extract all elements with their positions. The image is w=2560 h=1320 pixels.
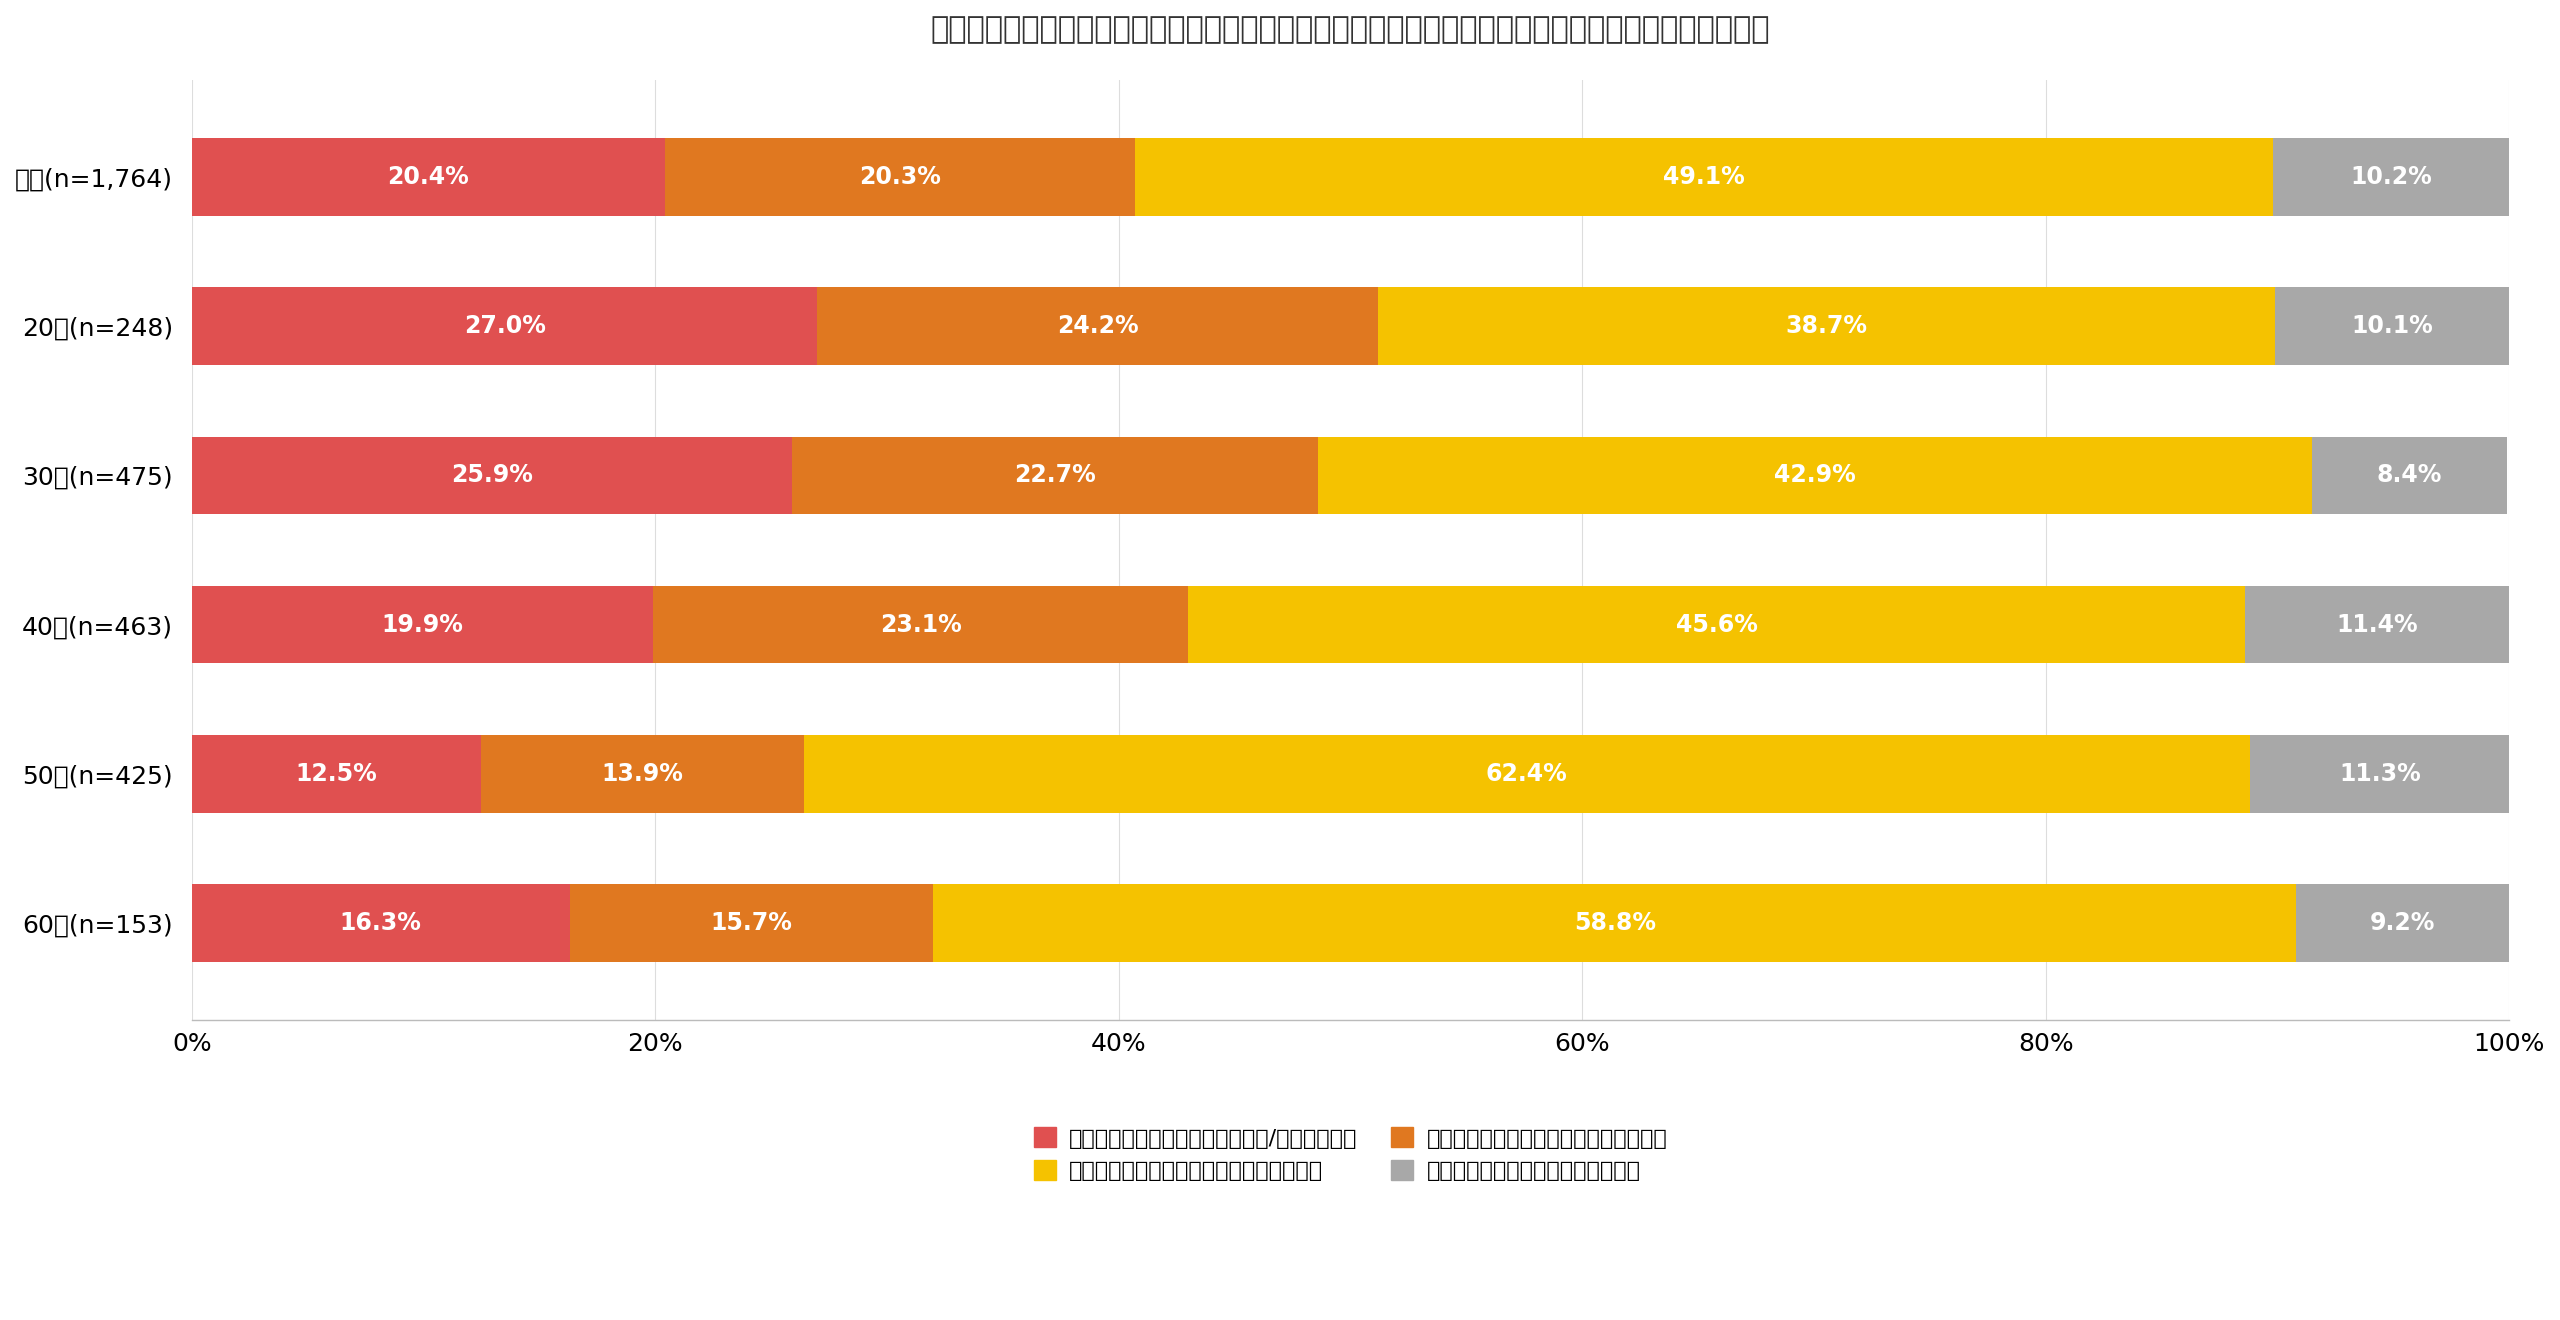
Bar [2296, 884, 2509, 962]
Title: 入居前から部屋に家具・家電が備え付けられている「家具・家電付きの賃貸物件」を知っていますか？: 入居前から部屋に家具・家電が備え付けられている「家具・家電付きの賃貸物件」を知っ… [932, 15, 1772, 44]
Bar [653, 586, 1188, 664]
Text: 20.3%: 20.3% [858, 165, 940, 189]
Text: 62.4%: 62.4% [1485, 762, 1567, 785]
Text: 11.3%: 11.3% [2340, 762, 2422, 785]
Bar [192, 884, 568, 962]
Bar [666, 137, 1134, 215]
Bar [2245, 586, 2509, 664]
Bar [192, 288, 817, 364]
Text: 10.1%: 10.1% [2353, 314, 2432, 338]
Bar [1134, 137, 2273, 215]
Text: 16.3%: 16.3% [340, 911, 422, 936]
Text: 45.6%: 45.6% [1677, 612, 1759, 636]
Text: 20.4%: 20.4% [387, 165, 468, 189]
Text: 25.9%: 25.9% [451, 463, 532, 487]
Text: 9.2%: 9.2% [2371, 911, 2435, 936]
Bar [1188, 586, 2245, 664]
Bar [817, 288, 1377, 364]
Bar [2250, 735, 2511, 813]
Text: 8.4%: 8.4% [2378, 463, 2442, 487]
Text: 49.1%: 49.1% [1664, 165, 1746, 189]
Bar [481, 735, 804, 813]
Text: 11.4%: 11.4% [2337, 612, 2419, 636]
Text: 10.2%: 10.2% [2350, 165, 2432, 189]
Bar [192, 437, 791, 515]
Text: 19.9%: 19.9% [381, 612, 463, 636]
Bar [804, 735, 2250, 813]
Bar [192, 735, 481, 813]
Bar [2276, 288, 2509, 364]
Bar [1377, 288, 2276, 364]
Text: 13.9%: 13.9% [602, 762, 684, 785]
Text: 58.8%: 58.8% [1574, 911, 1656, 936]
Bar [934, 884, 2296, 962]
Bar [192, 586, 653, 664]
Text: 22.7%: 22.7% [1014, 463, 1096, 487]
Text: 27.0%: 27.0% [463, 314, 545, 338]
Text: 24.2%: 24.2% [1057, 314, 1139, 338]
Bar [2312, 437, 2506, 515]
Bar [791, 437, 1318, 515]
Bar [2273, 137, 2509, 215]
Bar [1318, 437, 2312, 515]
Text: 38.7%: 38.7% [1787, 314, 1869, 338]
Text: 23.1%: 23.1% [881, 612, 963, 636]
Text: 42.9%: 42.9% [1774, 463, 1856, 487]
Legend: 知っていて、利用したことがある/利用している, 知っているが、利用を検討したことはない, 知っていて、利用を検討したことがある, サービスがあることを知らなかっ: 知っていて、利用したことがある/利用している, 知っているが、利用を検討したこと… [1021, 1117, 1679, 1192]
Bar [568, 884, 934, 962]
Bar [192, 137, 666, 215]
Text: 15.7%: 15.7% [712, 911, 794, 936]
Text: 12.5%: 12.5% [297, 762, 376, 785]
